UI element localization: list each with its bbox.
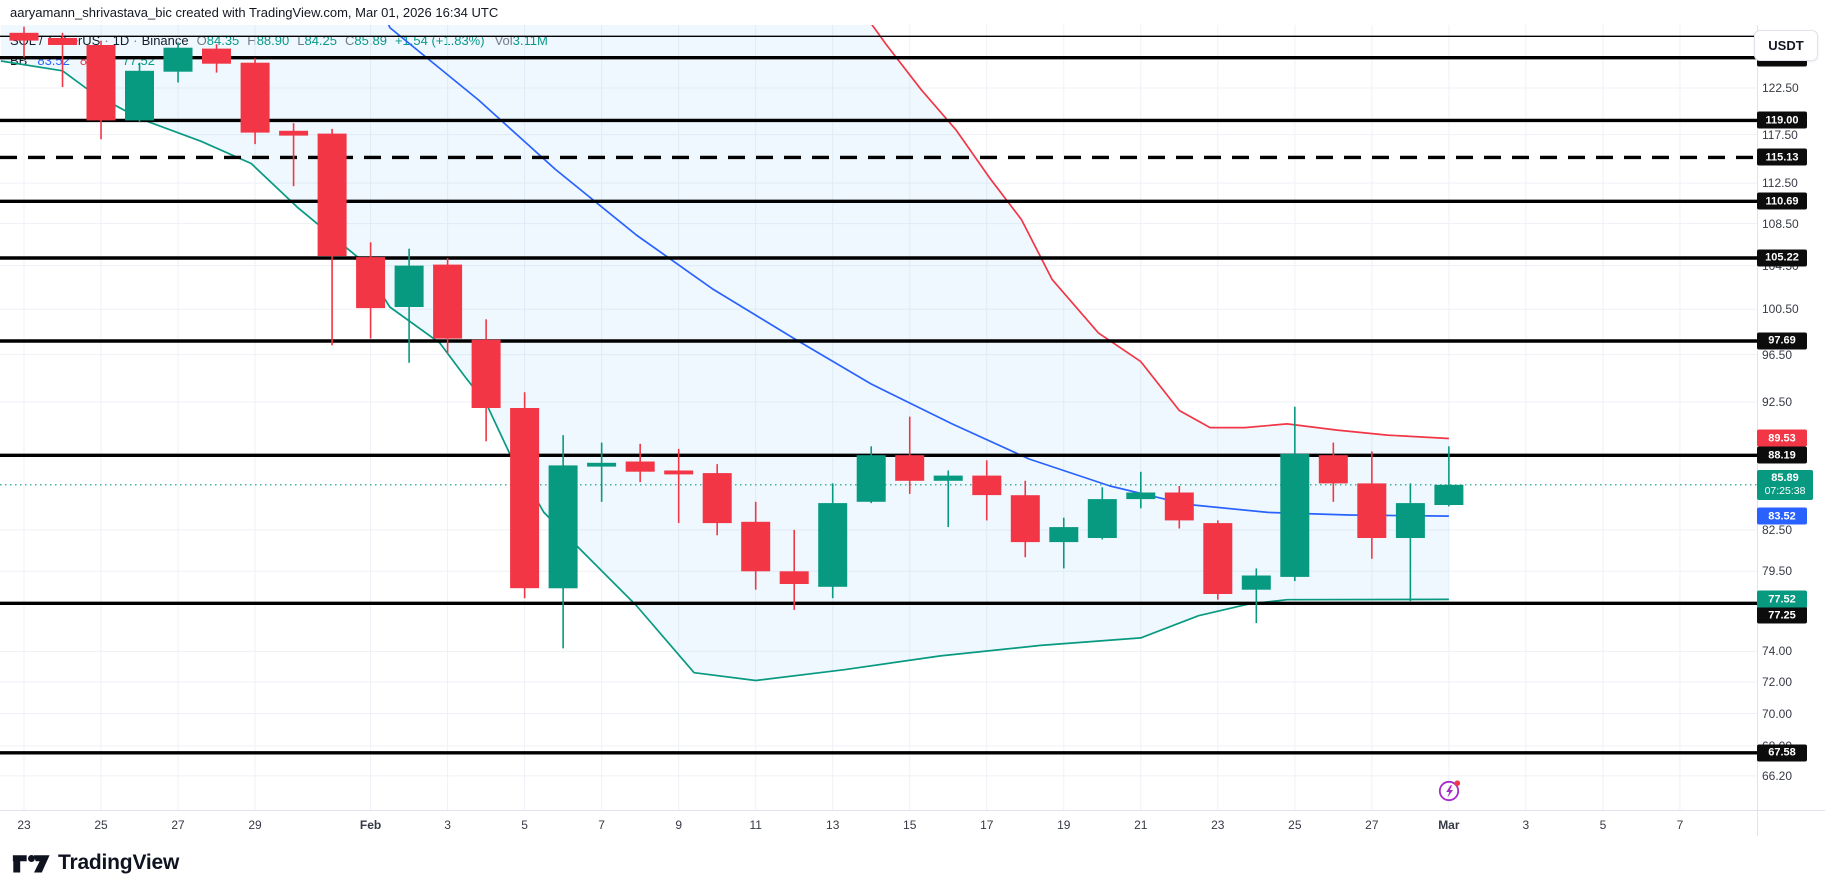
lightning-bolt-glyph [1446,785,1453,798]
attribution-text: aaryamann_shrivastava_bic created with T… [10,5,499,20]
price-axis-border [1757,25,1758,836]
tradingview-logo-text: TradingView [58,851,180,874]
open-key: O [197,33,207,48]
currency-toggle-button[interactable]: USDT [1754,30,1818,61]
low-key: L [297,33,304,48]
notification-dot [1454,780,1461,786]
close-key: C [345,33,354,48]
high-key: H [247,33,256,48]
time-axis-border [0,810,1825,811]
tradingview-logo-mark [12,855,50,873]
events-lightning-icon[interactable] [1435,775,1465,805]
tradingview-logo[interactable]: TradingView [12,851,179,875]
